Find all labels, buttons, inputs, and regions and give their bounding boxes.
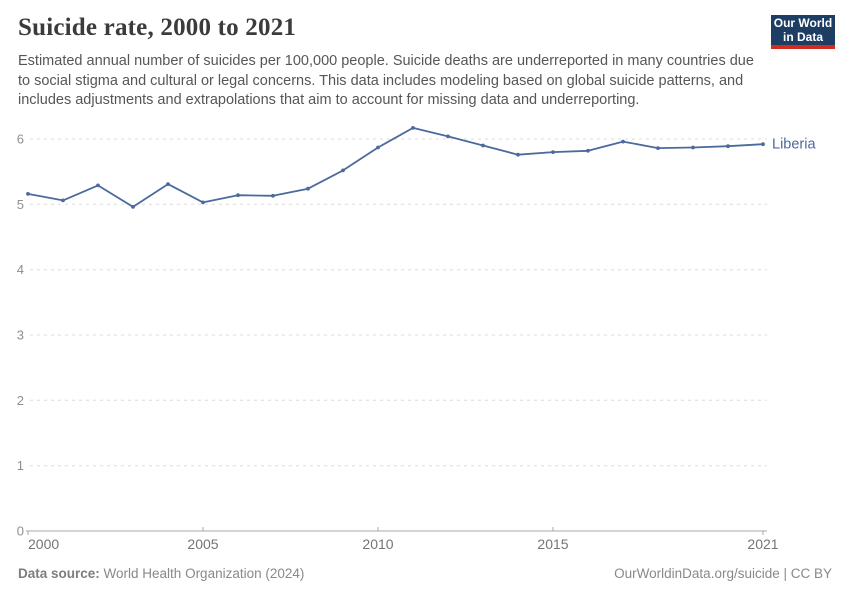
y-tick-label: 0 bbox=[17, 524, 24, 539]
y-tick-label: 6 bbox=[17, 132, 24, 147]
data-point bbox=[96, 183, 100, 188]
chart-subtitle: Estimated annual number of suicides per … bbox=[18, 53, 754, 109]
data-point bbox=[481, 143, 485, 148]
data-point bbox=[551, 150, 555, 154]
y-tick-label: 3 bbox=[17, 328, 24, 343]
series-line bbox=[27, 126, 764, 208]
x-tick-label: 2010 bbox=[362, 536, 393, 552]
data-point bbox=[656, 146, 660, 150]
data-point bbox=[376, 145, 380, 150]
data-point bbox=[26, 192, 30, 196]
series-label: Liberia bbox=[772, 137, 816, 153]
owid-logo: Our World in Data bbox=[771, 15, 835, 49]
data-point bbox=[271, 193, 275, 198]
y-tick-label: 1 bbox=[17, 458, 24, 473]
data-point bbox=[131, 205, 135, 209]
y-tick-label: 2 bbox=[17, 393, 24, 408]
data-point bbox=[446, 134, 450, 139]
data-point bbox=[236, 193, 240, 198]
chart-footer: Data source: World Health Organization (… bbox=[18, 566, 832, 581]
x-tick-label: 2021 bbox=[747, 536, 778, 552]
chart: 0 1 2 3 4 5 6 2000 2005 2010 2015 2021 Liberia bbox=[0, 110, 850, 560]
x-tick-label: 2015 bbox=[537, 536, 568, 552]
y-tick-label: 5 bbox=[17, 197, 24, 212]
data-point bbox=[761, 142, 765, 147]
data-source-value: World Health Organization (2024) bbox=[99, 566, 305, 581]
data-point bbox=[621, 139, 625, 144]
data-point bbox=[201, 200, 205, 205]
owid-logo-line1: Our World bbox=[773, 16, 833, 30]
line-chart-plot-area: 0 1 2 3 4 5 6 2000 2005 2010 2015 2021 Liberia bbox=[17, 126, 816, 552]
x-tick-label: 2005 bbox=[187, 536, 218, 552]
data-source-label: Data source: bbox=[18, 566, 100, 581]
x-tick-label: 2000 bbox=[28, 536, 59, 552]
data-point bbox=[726, 144, 730, 149]
credit-license-note: OurWorldinData.org/suicide | CC BY bbox=[614, 566, 832, 581]
data-point bbox=[306, 186, 310, 191]
owid-logo-line2: in Data bbox=[782, 29, 823, 44]
data-point bbox=[691, 145, 695, 150]
data-source-note: Data source: World Health Organization (… bbox=[18, 566, 304, 581]
data-point bbox=[61, 198, 65, 203]
page-title: Suicide rate, 2000 to 2021 bbox=[18, 14, 297, 41]
data-point bbox=[516, 152, 520, 157]
data-point bbox=[166, 182, 170, 186]
y-tick-label: 4 bbox=[17, 262, 24, 277]
data-point bbox=[411, 126, 415, 130]
data-point bbox=[341, 168, 345, 173]
data-point bbox=[586, 148, 590, 153]
